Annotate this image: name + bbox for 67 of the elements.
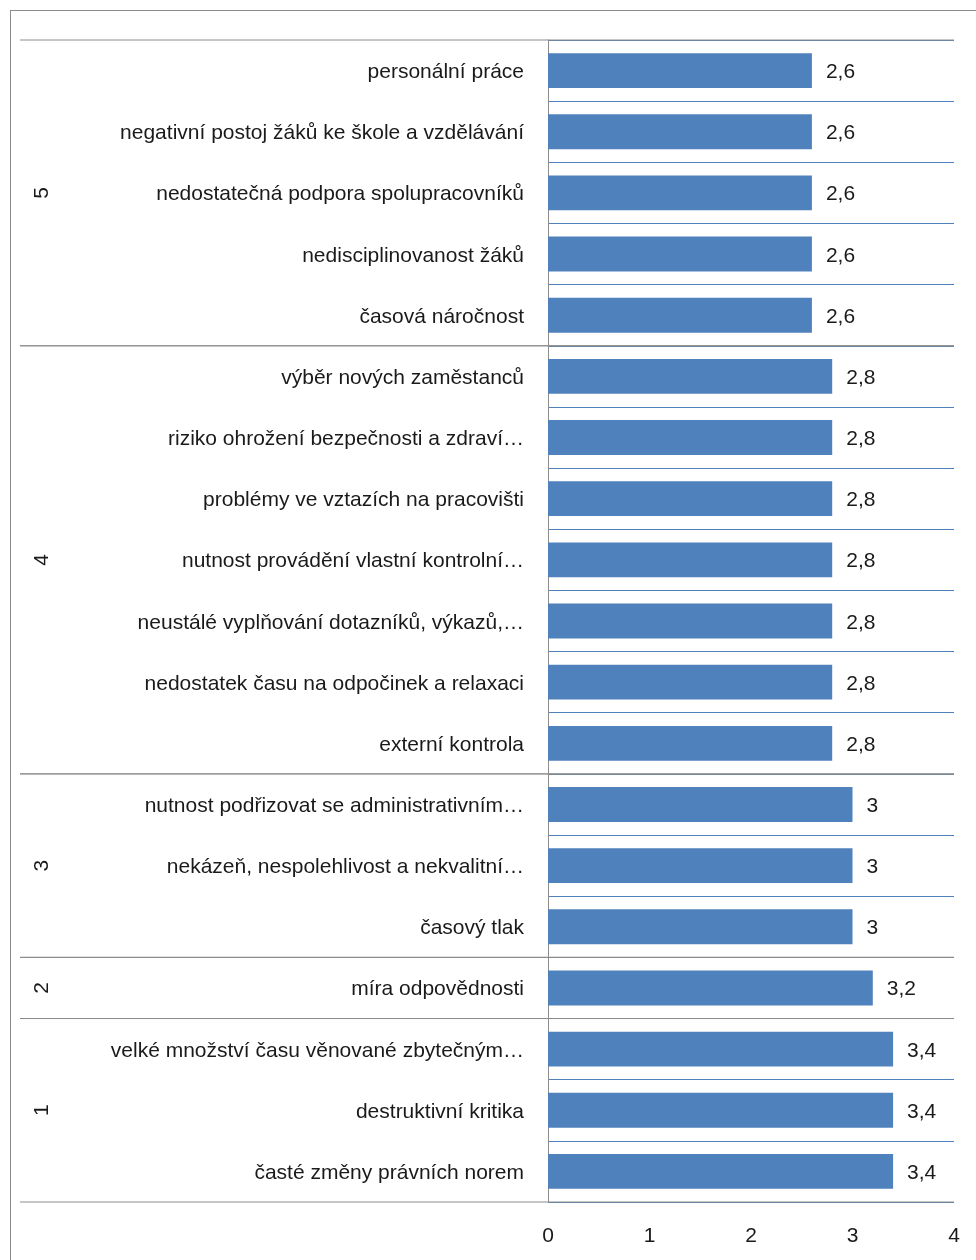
bar <box>548 909 853 945</box>
bar <box>548 725 833 761</box>
bar <box>548 848 853 884</box>
y-tick-label: destruktivní kritika <box>355 1098 525 1122</box>
data-label: 3,4 <box>907 1159 937 1183</box>
data-label: 3,4 <box>907 1098 937 1122</box>
text: 5 <box>28 187 52 199</box>
data-label: 2,8 <box>846 731 876 755</box>
x-tick-label: 2 <box>745 1223 757 1246</box>
bar <box>548 1031 894 1067</box>
y-tick-label: časový tlak <box>420 915 525 939</box>
text: 2 <box>28 982 52 994</box>
data-label: 3,4 <box>907 1037 937 1061</box>
data-label: 2,6 <box>825 181 856 205</box>
data-label: 2,6 <box>825 242 856 266</box>
y-tick-label: negativní postoj žáků ke škole a vzdělávání <box>120 120 525 144</box>
data-label: 3 <box>866 854 879 878</box>
text: 3 <box>28 859 52 872</box>
y-tick-label: časová náročnost <box>359 303 525 327</box>
y-tick-label: nedostatečná podpora spolupracovníků <box>156 181 524 205</box>
bar <box>548 664 833 700</box>
data-label: 3 <box>866 915 879 939</box>
data-label: 3 <box>866 792 879 816</box>
x-tick-label: 1 <box>643 1223 656 1246</box>
bar <box>548 236 812 272</box>
y-tick-label: velké množství času věnované zbytečným… <box>110 1037 524 1061</box>
bar <box>548 358 833 394</box>
bar <box>548 787 853 822</box>
y-tick-label: míra odpovědnosti <box>351 976 524 1000</box>
text: 4 <box>28 553 52 566</box>
bar <box>548 420 833 455</box>
y-tick-label: výběr nových zaměstanců <box>281 364 524 388</box>
y-tick-label: časté změny právních norem <box>254 1159 524 1183</box>
y-tick-label: problémy ve vztazích na pracovišti <box>203 487 524 511</box>
y-tick-label: nutnost provádění vlastní kontrolní… <box>181 548 524 572</box>
bar <box>548 114 812 150</box>
bar <box>548 970 873 1006</box>
bar <box>548 542 833 578</box>
bar <box>548 481 833 517</box>
bar <box>548 297 812 333</box>
data-label: 2,6 <box>825 120 856 144</box>
y-tick-label: nekázeň, nespolehlivost a nekvalitní… <box>166 854 524 878</box>
data-label: 2,8 <box>846 609 876 633</box>
bar <box>548 53 812 89</box>
bar <box>548 175 812 211</box>
data-label: 2,6 <box>825 59 856 83</box>
data-label: 2,8 <box>846 548 876 572</box>
bar <box>548 1092 894 1128</box>
y-tick-label: nedisciplinovanost žáků <box>302 242 524 266</box>
data-label: 2,8 <box>846 426 876 450</box>
data-label: 2,6 <box>825 303 856 327</box>
x-tick-label: 0 <box>542 1223 554 1246</box>
bar <box>548 1153 894 1189</box>
x-tick-label: 3 <box>846 1223 859 1246</box>
data-label: 2,8 <box>846 364 876 388</box>
data-label: 2,8 <box>846 670 876 694</box>
y-tick-label: neustálé vyplňování dotazníků, výkazů,… <box>137 609 524 633</box>
y-tick-label: externí kontrola <box>379 731 525 755</box>
y-tick-label: riziko ohrožení bezpečnosti a zdraví… <box>167 426 524 450</box>
y-tick-label: nedostatek času na odpočinek a relaxaci <box>144 670 524 694</box>
x-tick-label: 4 <box>948 1223 961 1246</box>
y-tick-label: nutnost podřizovat se administrativním… <box>144 792 524 816</box>
data-label: 2,8 <box>846 487 876 511</box>
text: 1 <box>28 1104 52 1117</box>
y-tick-label: personální práce <box>367 59 524 83</box>
bar <box>548 603 833 639</box>
data-label: 3,2 <box>886 976 916 1000</box>
